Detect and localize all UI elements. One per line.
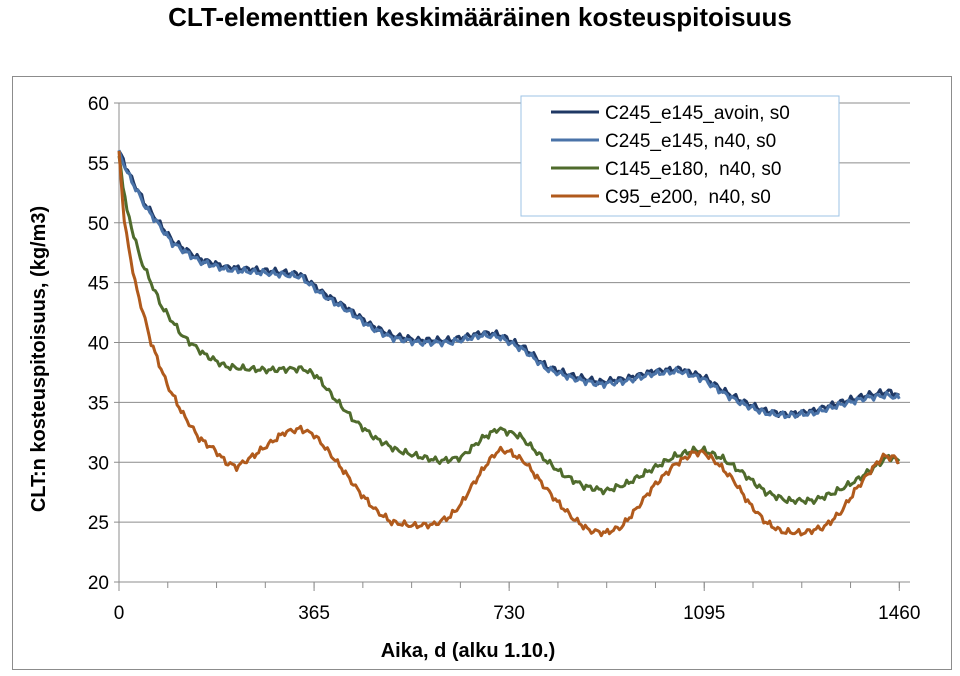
x-tick-label: 1095 <box>683 603 725 624</box>
series-line <box>117 150 900 538</box>
chart-area: 20 25 30 35 40 45 50 55 60 0 365 730 1095 1460 C245_e… <box>12 76 952 670</box>
gridlines <box>119 102 910 523</box>
x-axis-label: Aika, d (alku 1.10.) <box>381 640 556 662</box>
y-tick-label: 25 <box>88 513 109 534</box>
x-tick-label: 1460 <box>878 603 920 624</box>
y-tick-label: 30 <box>88 453 109 474</box>
legend-entry: C95_e200, n40, s0 <box>605 187 771 208</box>
x-tick-label: 365 <box>298 603 330 624</box>
y-tick-label: 55 <box>88 154 109 175</box>
y-tick-label: 50 <box>88 214 109 235</box>
x-tick-label: 0 <box>114 603 125 624</box>
series-lines <box>117 149 901 538</box>
y-tick-label: 35 <box>88 393 109 414</box>
chart-title: CLT-elementtien keskimääräinen kosteuspi… <box>168 2 792 32</box>
series-line <box>117 155 901 505</box>
y-tick-label: 45 <box>88 274 109 295</box>
legend-entry: C145_e180, n40, s0 <box>605 159 781 180</box>
legend: C245_e145_avoin, s0 C245_e145, n40, s0 C14… <box>520 95 840 217</box>
series-line <box>117 149 901 420</box>
y-tick-label: 20 <box>88 573 109 594</box>
y-axis-label: CLT:n kosteuspitoisuus, (kg/m3) <box>28 206 50 512</box>
x-tick-label: 730 <box>493 603 525 624</box>
axes: 20 25 30 35 40 45 50 55 60 0 365 730 1095 1460 <box>88 94 921 624</box>
legend-entry: C245_e145_avoin, s0 <box>605 103 790 124</box>
line-chart: 20 25 30 35 40 45 50 55 60 0 365 730 1095 1460 C245_e… <box>28 94 921 662</box>
y-tick-label: 60 <box>88 94 109 115</box>
legend-entry: C245_e145, n40, s0 <box>605 131 776 152</box>
y-tick-label: 40 <box>88 334 109 355</box>
